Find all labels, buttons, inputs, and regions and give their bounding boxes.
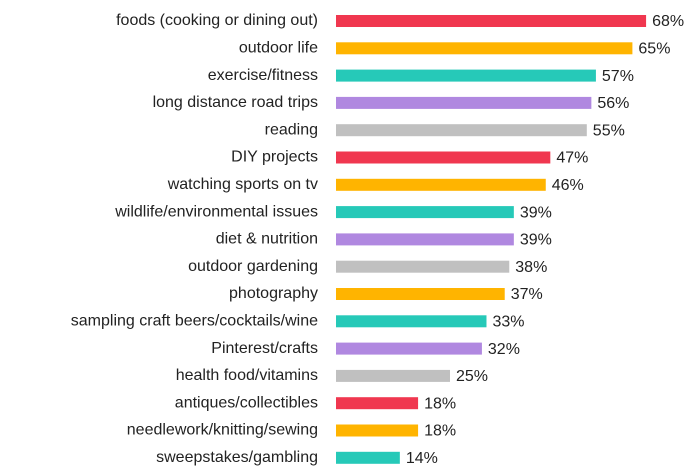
bar	[336, 288, 505, 300]
category-label: DIY projects	[231, 149, 318, 166]
bar	[336, 233, 514, 246]
category-label: outdoor gardening	[188, 258, 318, 275]
value-label: 39%	[520, 232, 552, 249]
value-label: 56%	[597, 95, 629, 112]
bar	[336, 42, 633, 55]
value-label: 57%	[602, 68, 634, 85]
bar	[336, 178, 546, 191]
bar	[336, 206, 514, 219]
category-label: watching sports on tv	[167, 176, 318, 193]
value-label: 47%	[556, 150, 588, 167]
value-label: 55%	[593, 122, 625, 139]
bar	[336, 315, 487, 328]
bar	[336, 151, 551, 164]
category-label: sampling craft beers/cocktails/wine	[71, 313, 318, 330]
category-label: long distance road trips	[153, 94, 318, 111]
bar	[336, 342, 482, 355]
category-label: photography	[229, 285, 318, 302]
category-label: exercise/fitness	[208, 67, 318, 84]
value-label: 18%	[424, 423, 456, 440]
value-label: 33%	[492, 314, 524, 331]
bar	[336, 15, 647, 27]
value-label: 39%	[520, 204, 552, 221]
value-label: 14%	[406, 450, 438, 467]
category-label: health food/vitamins	[176, 367, 318, 384]
bar	[336, 96, 592, 109]
bar	[336, 451, 400, 464]
bar	[336, 260, 510, 273]
category-label: reading	[265, 121, 318, 138]
bar	[336, 397, 419, 410]
value-label: 37%	[511, 286, 543, 303]
category-label: antiques/collectibles	[175, 394, 318, 411]
value-label: 25%	[456, 368, 488, 385]
bar	[336, 369, 450, 382]
category-label: foods (cooking or dining out)	[116, 12, 318, 29]
category-label: needlework/knitting/sewing	[127, 422, 318, 439]
bar	[336, 124, 587, 137]
value-label: 46%	[552, 177, 584, 194]
bar	[336, 69, 596, 82]
value-label: 18%	[424, 395, 456, 412]
category-label: Pinterest/crafts	[211, 340, 318, 357]
category-label: wildlife/environmental issues	[114, 203, 318, 220]
category-label: outdoor life	[239, 40, 318, 57]
value-label: 38%	[515, 259, 547, 276]
value-label: 68%	[652, 13, 684, 30]
value-label: 65%	[638, 41, 670, 58]
category-label: diet & nutrition	[216, 231, 318, 248]
value-label: 32%	[488, 341, 520, 358]
category-label: sweepstakes/gambling	[156, 449, 318, 466]
bar	[336, 424, 419, 437]
